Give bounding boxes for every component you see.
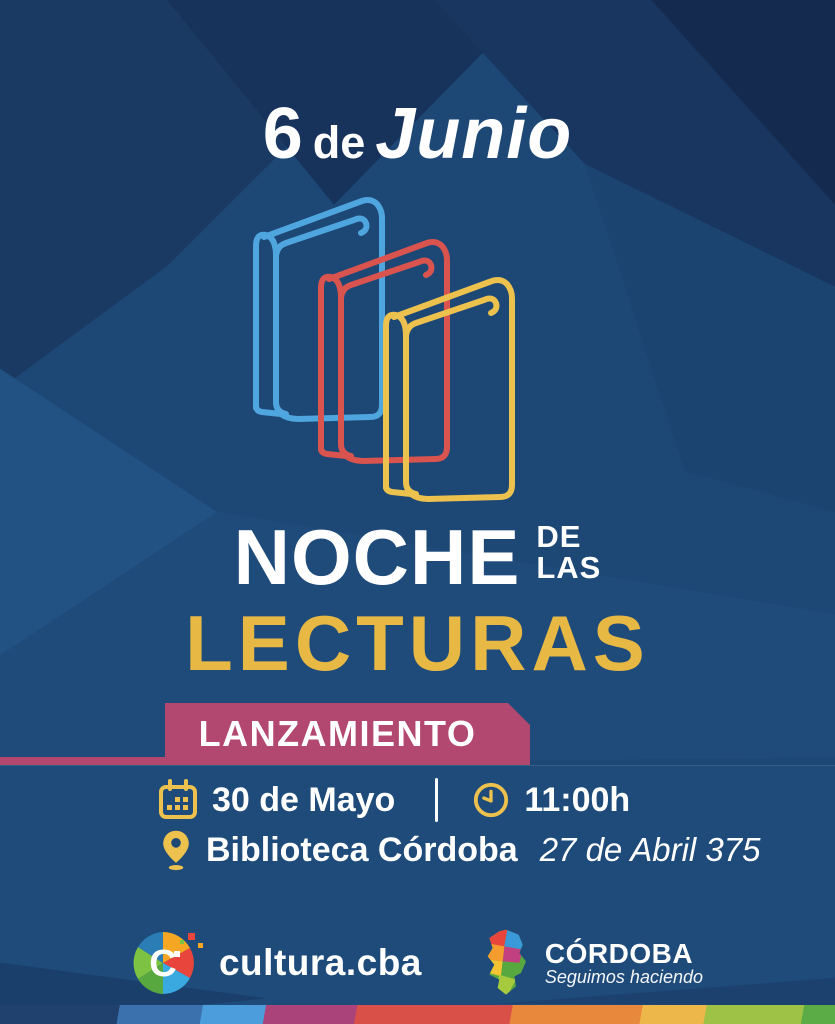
yellow-book	[383, 277, 515, 502]
date-time-row: 30 de Mayo 11:00h	[158, 776, 630, 824]
red-book	[318, 239, 450, 464]
event-time: 11:00h	[524, 780, 631, 819]
venue-address: 27 de Abril 375	[539, 831, 761, 868]
title-word-de: DE	[536, 519, 582, 554]
launch-banner: LANZAMIENTO	[0, 703, 530, 765]
hero-books-illustration	[253, 197, 515, 502]
cultura-label: cultura.cba	[218, 942, 422, 983]
government-name: CÓRDOBA	[544, 937, 694, 969]
venue-row: Biblioteca Córdoba 27 de Abril 375	[160, 826, 760, 874]
footer-logos: C cultura.cba	[0, 928, 835, 998]
event-date: 30 de Mayo	[212, 780, 396, 819]
date-title: 6 de Junio	[0, 98, 835, 170]
date-title-month: Junio	[375, 94, 573, 174]
government-lockup: CÓRDOBA Seguimos haciendo	[480, 928, 703, 998]
clock-icon	[474, 782, 509, 818]
divider	[435, 778, 439, 822]
venue-name: Biblioteca Córdoba	[206, 830, 518, 869]
title-word-noche: NOCHE	[233, 513, 521, 601]
government-tagline: Seguimos haciendo	[544, 967, 703, 988]
banner-label: LANZAMIENTO	[198, 713, 477, 754]
title-word-lecturas: LECTURAS	[185, 599, 650, 687]
cordoba-province-map-logo	[487, 929, 526, 995]
rainbow-stripe	[0, 1005, 835, 1024]
date-title-day: 6	[262, 94, 303, 174]
title-word-las: LAS	[536, 550, 602, 586]
title-de-las: DE LAS	[536, 518, 602, 586]
blue-book	[253, 197, 385, 422]
cultura-c-logo: C	[133, 932, 203, 994]
cultura-lockup: C cultura.cba	[132, 931, 422, 995]
date-title-connector: de	[312, 117, 366, 168]
main-title: NOCHE DE LAS LECTURAS	[0, 518, 835, 682]
location-pin-icon	[163, 830, 189, 871]
calendar-icon	[159, 779, 197, 819]
svg-text:C: C	[149, 943, 176, 985]
